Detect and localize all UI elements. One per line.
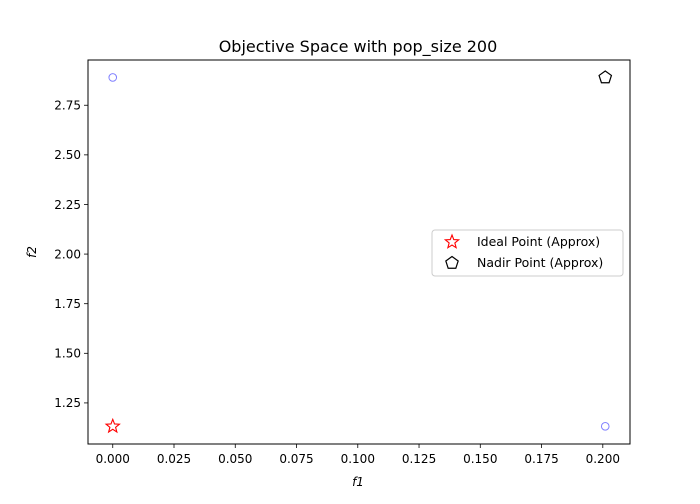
population-point xyxy=(108,73,118,82)
y-tick-label: 1.25 xyxy=(54,396,81,410)
legend-box xyxy=(431,229,624,277)
x-tick-label: 0.050 xyxy=(218,452,252,466)
x-tick-label: 0.150 xyxy=(463,452,497,466)
y-tick-label: 2.00 xyxy=(54,247,81,261)
x-tick-label: 0.000 xyxy=(96,452,130,466)
chart-title: Objective Space with pop_size 200 xyxy=(219,37,498,57)
legend-star-icon xyxy=(443,233,461,249)
data-points xyxy=(104,70,613,434)
x-tick-label: 0.175 xyxy=(524,452,558,466)
y-tick-label: 1.75 xyxy=(54,297,81,311)
x-tick-label: 0.125 xyxy=(402,452,436,466)
y-tick-label: 2.50 xyxy=(54,148,81,162)
x-tick-label: 0.200 xyxy=(586,452,620,466)
axis-ticks: 0.000 0.025 0.050 0.075 0.100 0.125 0.150 0.175… xyxy=(54,99,620,466)
x-tick-label: 0.100 xyxy=(341,452,375,466)
legend-pentagon-icon xyxy=(445,255,459,269)
x-tick-label: 0.025 xyxy=(157,452,191,466)
nadir-point-marker xyxy=(598,70,613,84)
legend-label-nadir-point: Nadir Point (Approx) xyxy=(477,255,603,270)
plot-area-frame xyxy=(87,59,631,445)
y-tick-label: 2.75 xyxy=(54,99,81,113)
y-tick-label: 1.50 xyxy=(54,347,81,361)
population-point xyxy=(600,422,610,431)
x-tick-label: 0.075 xyxy=(279,452,313,466)
legend-label-ideal-point: Ideal Point (Approx) xyxy=(477,234,600,249)
legend-pentagon-marker xyxy=(445,255,459,269)
y-axis-label: f2 xyxy=(25,246,39,258)
ideal-point-marker xyxy=(104,417,121,434)
x-axis-label: f1 xyxy=(352,475,364,489)
legend-star-marker xyxy=(443,233,461,249)
legend: Ideal Point (Approx) Nadir Point (Approx… xyxy=(431,229,624,277)
y-tick-label: 2.25 xyxy=(54,198,81,212)
